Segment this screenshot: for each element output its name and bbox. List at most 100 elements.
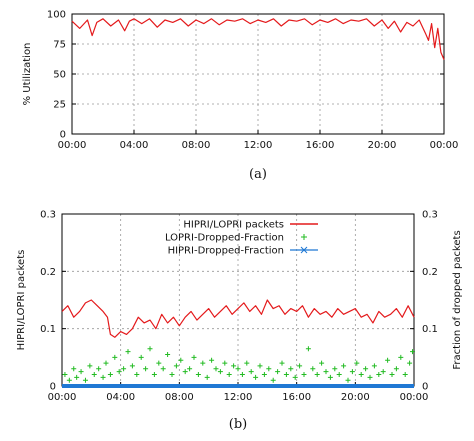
data-point (244, 360, 250, 366)
data-point (261, 372, 267, 378)
chart-a-caption: (a) (249, 167, 267, 182)
chart-b-ylabel: HIPRI/LOPRI packets (16, 250, 27, 351)
data-point (217, 369, 223, 375)
chart-a-y-tick-label: 0 (60, 130, 66, 141)
data-point (354, 360, 360, 366)
data-point (96, 366, 102, 372)
data-point (393, 366, 399, 372)
chart-a-y-tick-label: 50 (53, 70, 66, 81)
data-point (182, 369, 188, 375)
data-point (257, 363, 263, 369)
data-point (371, 363, 377, 369)
data-point (226, 372, 232, 378)
data-point (100, 374, 106, 380)
data-point (248, 369, 254, 375)
chart-b-y-tick-label: 0.1 (40, 324, 56, 335)
data-point (376, 372, 382, 378)
chart-a-x-tick-label: 08:00 (182, 140, 211, 151)
chart-b-x-tick-label: 20:00 (341, 392, 370, 403)
chart-b-series-1 (62, 346, 416, 383)
data-point (173, 363, 179, 369)
chart-b-legend: HIPRI/LOPRI packets LOPRI-Dropped-Fractio… (165, 220, 318, 257)
data-point (200, 360, 206, 366)
chart-b-y-tick-label: 0.2 (40, 267, 56, 278)
data-point (138, 354, 144, 360)
data-point (310, 366, 316, 372)
data-point (283, 372, 289, 378)
chart-b-y-tick-label-right: 0.1 (422, 324, 438, 335)
data-point (187, 366, 193, 372)
data-point (389, 372, 395, 378)
chart-a-y-tick-label: 100 (47, 10, 66, 21)
data-point (363, 366, 369, 372)
chart-b-y-tick-label-right: 0.2 (422, 267, 438, 278)
data-point (151, 372, 157, 378)
data-point (143, 366, 149, 372)
data-point (107, 372, 113, 378)
data-point (398, 354, 404, 360)
data-point (125, 349, 131, 355)
data-point (160, 366, 166, 372)
data-point (66, 377, 72, 383)
chart-a-ylabel: % Utilization (22, 43, 33, 106)
data-point (239, 372, 245, 378)
data-point (385, 357, 391, 363)
data-point (169, 372, 175, 378)
data-point (112, 354, 118, 360)
data-point (367, 374, 373, 380)
chart-b-y-tick-label-right: 0 (422, 382, 428, 393)
data-point (410, 349, 416, 355)
chart-a-x-tick-label: 00:00 (58, 140, 87, 151)
data-point (327, 374, 333, 380)
data-point (314, 372, 320, 378)
data-point (407, 360, 413, 366)
chart-b-y-tick-label: 0.3 (40, 210, 56, 221)
data-point (91, 372, 97, 378)
chart-b-series (61, 299, 416, 388)
data-point (380, 369, 386, 375)
chart-b-ylabel-right: Fraction of dropped packets (452, 230, 463, 369)
data-point (270, 377, 276, 383)
chart-b-x-tick-label: 04:00 (106, 392, 135, 403)
chart-b-y-ticks-right: 0 0.1 0.2 0.3 (422, 210, 438, 393)
legend-swatch (300, 246, 308, 254)
chart-b-y-tick-label: 0 (50, 382, 56, 393)
data-point (297, 363, 303, 369)
chart-b-y-ticks: 0 0.1 0.2 0.3 (40, 210, 56, 393)
data-point (349, 369, 355, 375)
series-line (61, 299, 415, 338)
chart-a-x-tick-label: 00:00 (430, 140, 459, 151)
data-point (341, 363, 347, 369)
chart-a-y-tick-label: 75 (53, 40, 66, 51)
data-point (78, 369, 84, 375)
data-point (345, 377, 351, 383)
chart-a-grid (71, 13, 445, 135)
chart-b-x-tick-label: 16:00 (282, 392, 311, 403)
data-point (319, 360, 325, 366)
data-point (129, 363, 135, 369)
data-point (195, 372, 201, 378)
legend-swatch (301, 234, 307, 240)
chart-a-y-tick-label: 25 (53, 100, 66, 111)
chart-a-x-tick-label: 20:00 (368, 140, 397, 151)
data-point (116, 369, 122, 375)
data-point (279, 360, 285, 366)
chart-a-x-tick-label: 16:00 (306, 140, 335, 151)
data-point (358, 372, 364, 378)
data-point (305, 346, 311, 352)
chart-a-series-0 (71, 18, 445, 60)
chart-b-caption: (b) (229, 417, 247, 432)
data-point (402, 372, 408, 378)
data-point (253, 374, 259, 380)
chart-b-x-tick-label: 08:00 (165, 392, 194, 403)
chart-b-x-ticks: 00:00 04:00 08:00 12:00 16:00 20:00 00:00 (48, 392, 429, 403)
legend-label: LOPRI-Dropped-Fraction (165, 233, 284, 244)
chart-a: 0 25 50 75 100 00:00 04:00 08:00 12:00 16:00 20:0… (22, 10, 458, 183)
data-point (336, 372, 342, 378)
data-point (204, 374, 210, 380)
legend-label: HIPRI/LOPRI packets (183, 220, 284, 231)
data-point (332, 366, 338, 372)
data-point (165, 351, 171, 357)
data-point (301, 372, 307, 378)
